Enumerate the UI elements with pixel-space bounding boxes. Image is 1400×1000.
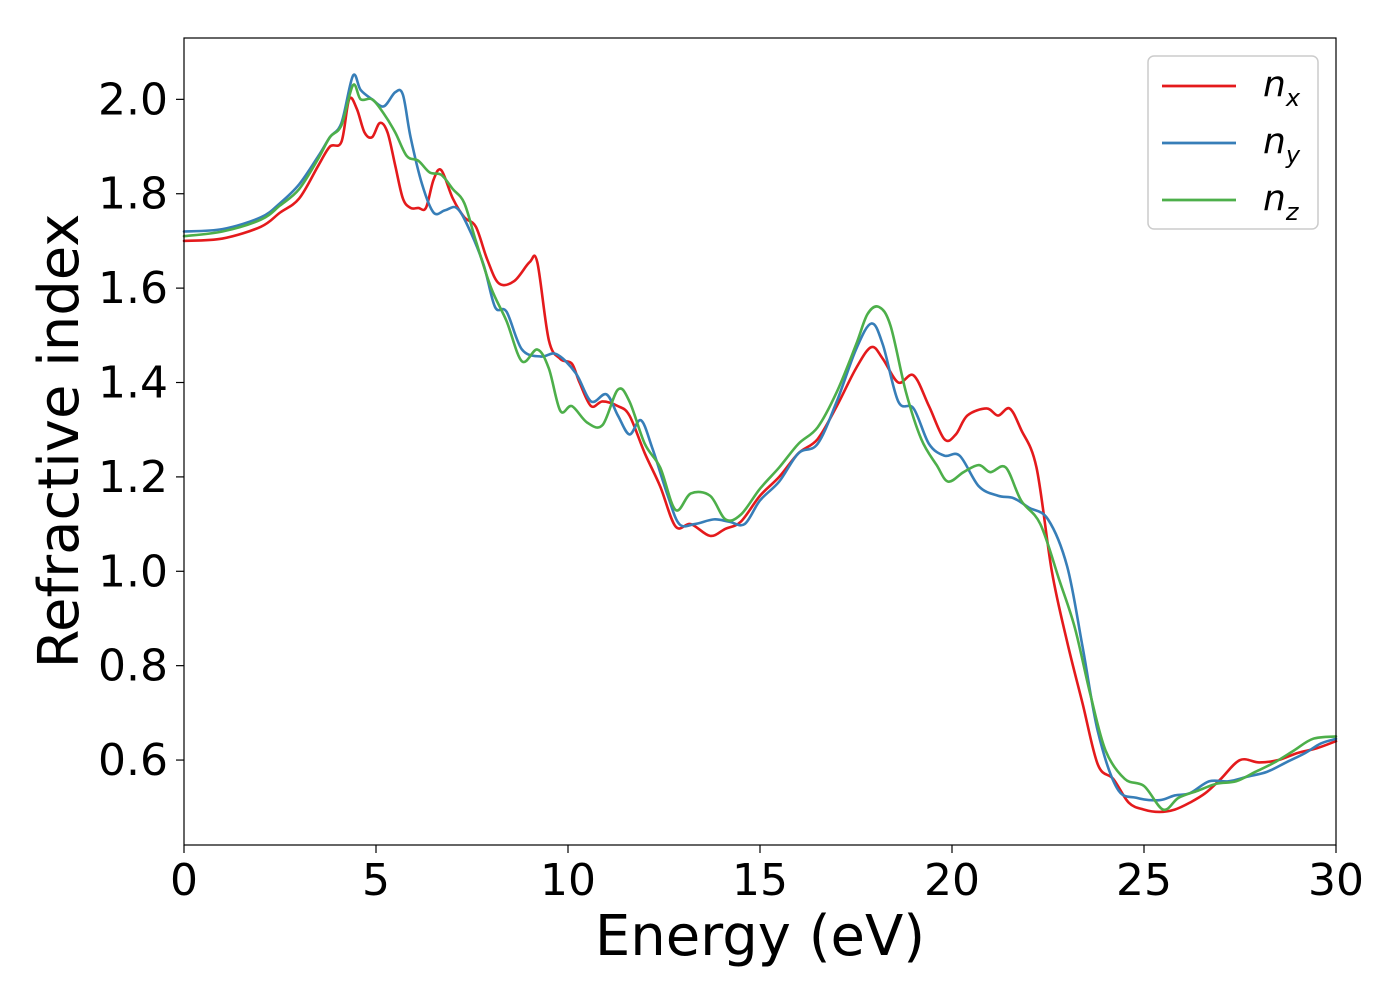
x-tick-label: 20 [924,855,980,906]
x-tick-label: 25 [1116,855,1172,906]
x-axis-label: Energy (eV) [595,904,925,969]
x-tick-label: 0 [170,855,198,906]
y-tick-label: 1.6 [98,263,168,314]
y-tick-label: 1.0 [98,546,168,597]
y-tick-label: 1.8 [98,169,168,220]
y-tick-label: 1.2 [98,452,168,503]
series-line-z [182,83,1338,812]
x-tick-label: 15 [732,855,788,906]
y-tick-label: 0.8 [98,641,168,692]
x-axis-ticks: 0 5 10 15 20 25 30 [170,845,1364,906]
y-tick-label: 1.4 [98,358,168,409]
x-tick-label: 5 [362,855,390,906]
series-line-y [182,73,1338,802]
x-tick-label: 10 [540,855,596,906]
y-axis-ticks: 0.6 0.8 1.0 1.2 1.4 1.6 1.8 2.0 [98,74,184,786]
y-axis-label: Refractive index [27,214,92,669]
y-tick-label: 0.6 [98,735,168,786]
y-tick-label: 2.0 [98,74,168,125]
plot-lines [182,73,1338,814]
x-tick-label: 30 [1308,855,1364,906]
